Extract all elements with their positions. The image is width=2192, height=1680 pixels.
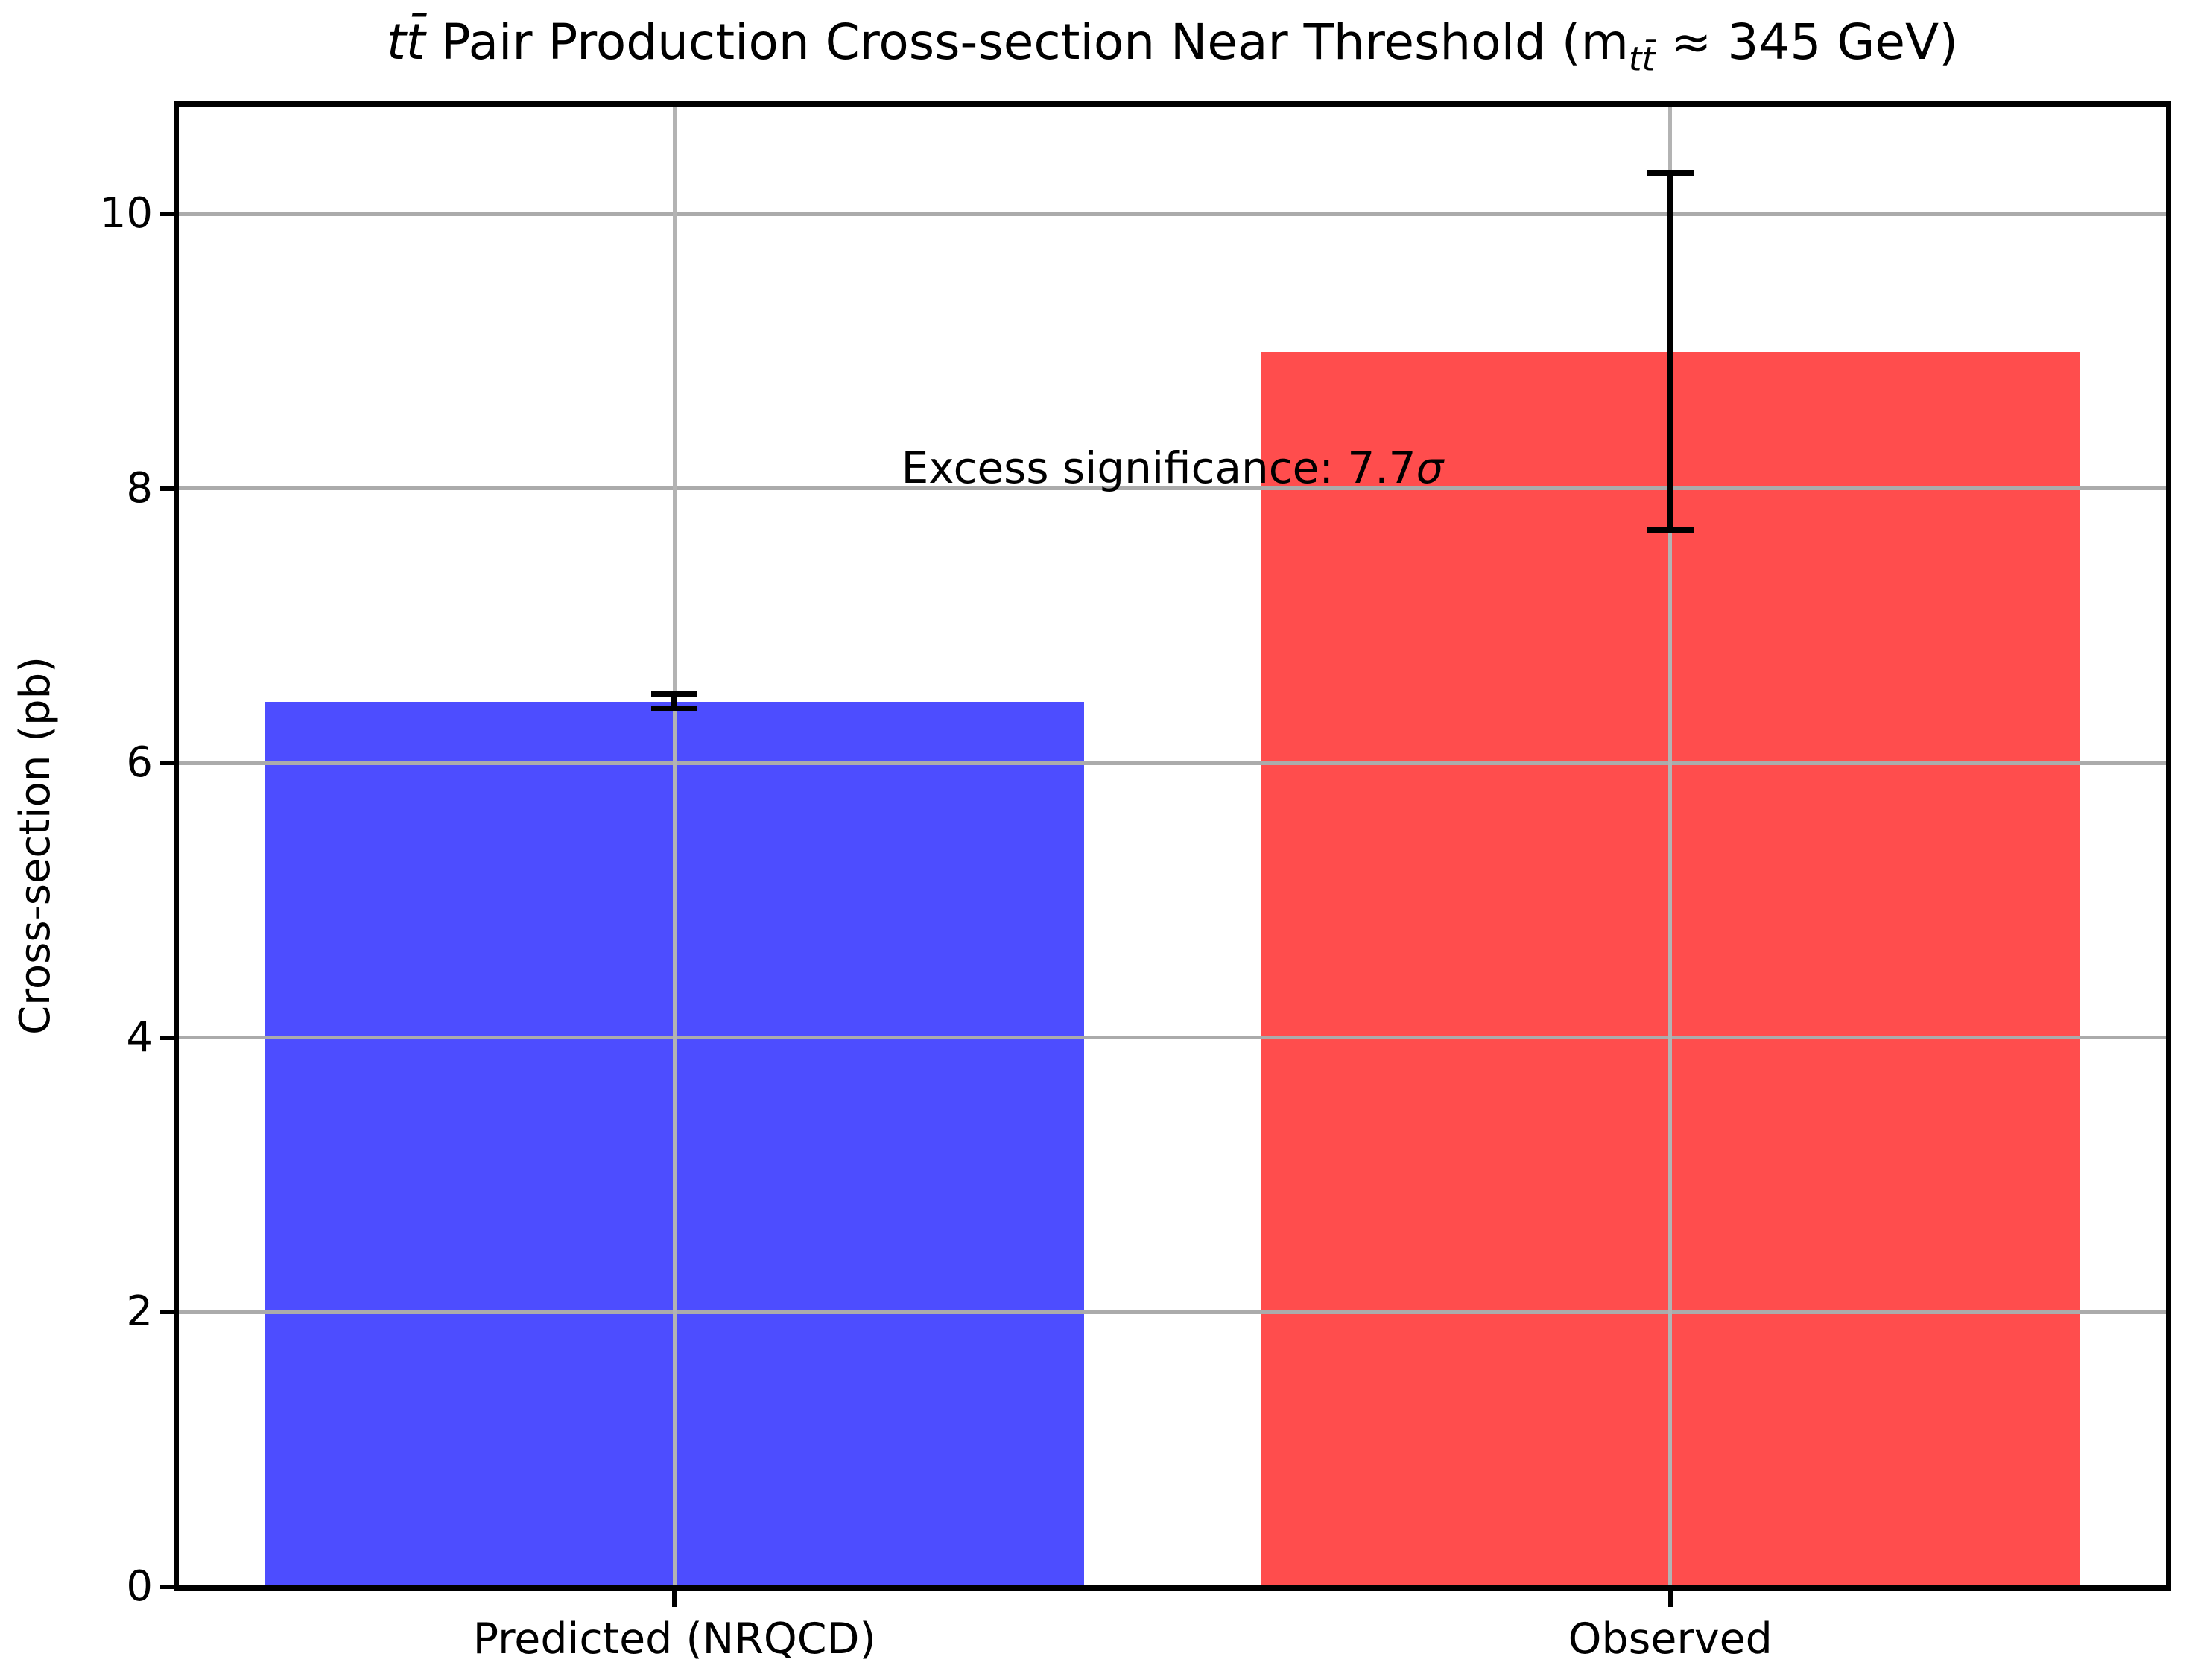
y-tick-label-4: 4 (126, 1012, 153, 1062)
spine-bottom (174, 1585, 2171, 1591)
y-gridline-2 (179, 1310, 2166, 1314)
x-tick-mark-1 (1667, 1591, 1673, 1607)
error-bar-cap-0-high (651, 691, 698, 698)
y-tick-mark-10 (160, 212, 177, 217)
y-gridline-8 (179, 486, 2166, 491)
y-gridline-10 (179, 212, 2166, 216)
error-bar-cap-0-low (651, 705, 698, 711)
error-bar-cap-1-low (1647, 527, 1694, 533)
chart-title: tt̄ Pair Production Cross-section Near T… (177, 13, 2168, 89)
spine-right (2166, 101, 2171, 1591)
error-bar-line-0 (671, 694, 678, 709)
x-tick-label-1: Observed (1568, 1614, 1773, 1664)
y-tick-label-8: 8 (126, 463, 153, 513)
x-tick-label-0: Predicted (NRQCD) (472, 1614, 876, 1664)
y-gridline-4 (179, 1036, 2166, 1040)
x-gridline-0 (672, 107, 677, 1585)
chart-title-suffix: ≈ 345 GeV) (1655, 13, 1958, 71)
chart-title-main: Pair Production Cross-section Near Thres… (425, 13, 1629, 71)
y-tick-label-10: 10 (99, 189, 153, 238)
x-tick-mark-0 (672, 1591, 677, 1607)
y-tick-label-0: 0 (126, 1562, 153, 1611)
y-tick-mark-6 (160, 761, 177, 766)
x-gridline-1 (1668, 107, 1673, 1585)
chart-title-math-prefix: tt̄ (387, 13, 425, 71)
y-tick-mark-4 (160, 1035, 177, 1040)
error-bar-line-1 (1667, 173, 1673, 530)
y-gridline-6 (179, 761, 2166, 765)
y-tick-mark-8 (160, 486, 177, 491)
annotation-text: Excess significance: 7.7 (901, 442, 1416, 493)
y-axis-label: Cross-section (pb) (11, 656, 60, 1035)
y-tick-label-6: 6 (126, 738, 153, 787)
y-tick-mark-0 (160, 1585, 177, 1589)
annotation-sigma: σ (1416, 442, 1444, 493)
spine-left (174, 101, 179, 1591)
y-tick-label-2: 2 (126, 1287, 153, 1337)
spine-top (174, 101, 2171, 107)
chart-title-subscript: tt̄ (1628, 39, 1656, 79)
y-tick-mark-2 (160, 1310, 177, 1315)
error-bar-cap-1-high (1647, 170, 1694, 177)
excess-significance-annotation: Excess significance: 7.7σ (726, 444, 1620, 492)
